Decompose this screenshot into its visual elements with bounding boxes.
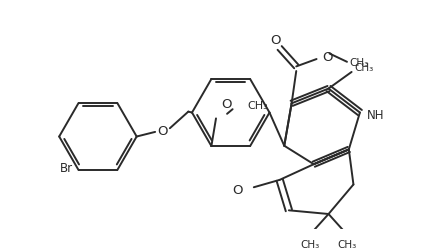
Text: O: O — [271, 34, 281, 47]
Text: O: O — [232, 185, 243, 197]
Text: CH₃: CH₃ — [354, 63, 374, 73]
Text: O: O — [222, 98, 232, 111]
Text: CH₃: CH₃ — [248, 101, 268, 111]
Text: CH₃: CH₃ — [337, 240, 356, 248]
Text: Br: Br — [60, 162, 73, 175]
Text: CH₃: CH₃ — [301, 240, 320, 248]
Text: NH: NH — [367, 109, 385, 122]
Text: O: O — [322, 51, 333, 64]
Text: CH₃: CH₃ — [350, 58, 369, 68]
Text: O: O — [157, 125, 168, 138]
